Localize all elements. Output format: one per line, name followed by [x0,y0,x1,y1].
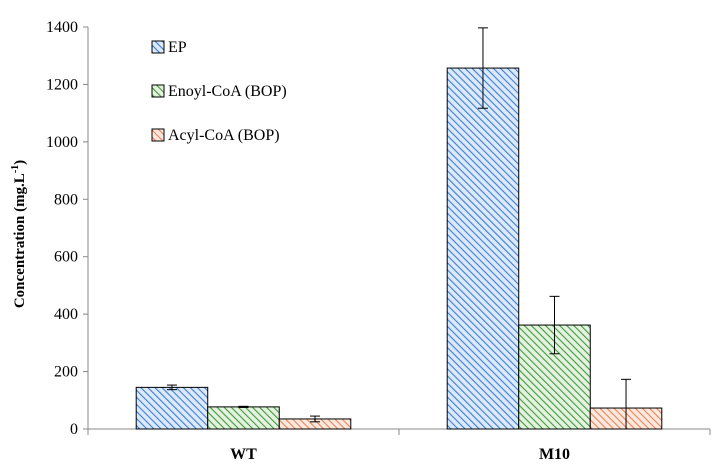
y-tick-label: 0 [70,421,78,438]
legend: EP Enoyl-CoA (BOP) Acyl-CoA (BOP) [151,39,287,144]
y-axis-label-close: ) [12,160,28,165]
error-bar [166,384,177,391]
legend-item: EP [151,39,187,56]
bar-ep-m10 [446,67,520,430]
legend-item: Enoyl-CoA (BOP) [151,83,287,100]
legend-label: Enoyl-CoA (BOP) [168,83,287,100]
error-bar [477,27,488,109]
y-tick-label: 1400 [46,19,78,36]
y-axis-label-superscript: -1 [10,165,21,173]
y-tick-label: 800 [54,191,78,208]
bar-ep-wt [135,386,209,430]
bars [135,67,663,430]
legend-swatch [151,84,165,98]
y-tick-label: 1000 [46,134,78,151]
y-tick-label: 600 [54,249,78,266]
bar-enoyl-coa-bop--wt [207,406,280,430]
axes: 0 200 400 600 800 1000 1200 1400 WT M10 [46,19,711,463]
y-axis-label-text: Concentration (mg.L [12,173,28,308]
error-bar [238,405,249,408]
legend-swatch [151,128,165,142]
legend-label: Acyl-CoA (BOP) [168,127,280,144]
y-axis-label: Concentration (mg.L-1) [10,160,28,308]
error-bar [621,378,632,430]
error-bar [310,415,321,423]
legend-label: EP [168,39,187,56]
y-tick-label: 400 [54,306,78,323]
legend-swatch [151,40,165,54]
error-bar [549,295,560,355]
x-category-label: M10 [539,446,570,463]
legend-item: Acyl-CoA (BOP) [151,127,280,144]
y-tick-label: 200 [54,364,78,381]
y-axis-title: Concentration (mg.L-1) [10,160,28,308]
error-bars [166,27,632,430]
x-category-label: WT [230,446,257,463]
y-tick-label: 1200 [46,76,78,93]
